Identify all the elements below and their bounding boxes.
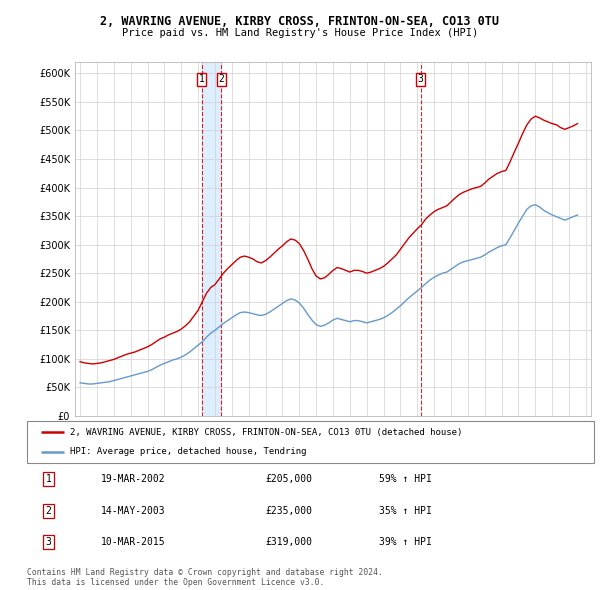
Text: 2: 2 — [46, 506, 52, 516]
Text: Price paid vs. HM Land Registry's House Price Index (HPI): Price paid vs. HM Land Registry's House … — [122, 28, 478, 38]
Text: 39% ↑ HPI: 39% ↑ HPI — [379, 537, 431, 548]
Text: 59% ↑ HPI: 59% ↑ HPI — [379, 474, 431, 484]
Text: 19-MAR-2002: 19-MAR-2002 — [101, 474, 166, 484]
FancyBboxPatch shape — [27, 421, 594, 463]
Text: 35% ↑ HPI: 35% ↑ HPI — [379, 506, 431, 516]
Text: 2: 2 — [218, 74, 224, 84]
Text: 3: 3 — [46, 537, 52, 548]
Text: £235,000: £235,000 — [265, 506, 312, 516]
Text: 14-MAY-2003: 14-MAY-2003 — [101, 506, 166, 516]
Text: 3: 3 — [418, 74, 424, 84]
Bar — [202, 62, 221, 416]
Text: 2, WAVRING AVENUE, KIRBY CROSS, FRINTON-ON-SEA, CO13 0TU: 2, WAVRING AVENUE, KIRBY CROSS, FRINTON-… — [101, 15, 499, 28]
Text: HPI: Average price, detached house, Tendring: HPI: Average price, detached house, Tend… — [70, 447, 306, 456]
Text: £205,000: £205,000 — [265, 474, 312, 484]
Text: 1: 1 — [46, 474, 52, 484]
Text: 1: 1 — [199, 74, 205, 84]
Text: 10-MAR-2015: 10-MAR-2015 — [101, 537, 166, 548]
Text: £319,000: £319,000 — [265, 537, 312, 548]
Text: Contains HM Land Registry data © Crown copyright and database right 2024.
This d: Contains HM Land Registry data © Crown c… — [27, 568, 383, 587]
Text: 2, WAVRING AVENUE, KIRBY CROSS, FRINTON-ON-SEA, CO13 0TU (detached house): 2, WAVRING AVENUE, KIRBY CROSS, FRINTON-… — [70, 428, 462, 437]
